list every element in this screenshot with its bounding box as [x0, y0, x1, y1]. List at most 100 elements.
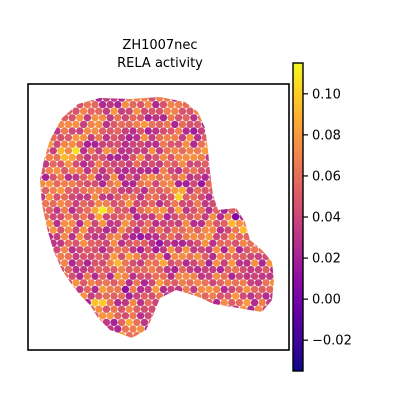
spot — [213, 299, 220, 306]
spot — [179, 253, 186, 260]
spot — [240, 160, 247, 167]
spot — [164, 292, 171, 299]
spot — [179, 306, 186, 313]
spot — [46, 207, 53, 214]
spot — [103, 108, 110, 115]
spot — [84, 207, 91, 214]
spot — [137, 167, 144, 174]
spot — [53, 207, 60, 214]
spot — [148, 306, 155, 313]
spot — [137, 312, 144, 319]
spot — [38, 167, 45, 174]
spot — [57, 306, 64, 313]
spot — [53, 127, 60, 134]
spot — [65, 94, 72, 101]
spot — [259, 101, 266, 108]
spot — [221, 220, 228, 227]
spot — [53, 154, 60, 161]
spot — [95, 134, 102, 141]
spot — [213, 141, 220, 148]
spot — [38, 220, 45, 227]
spot — [76, 273, 83, 280]
spot — [118, 332, 125, 339]
spot — [126, 266, 133, 273]
spot — [243, 299, 250, 306]
spot — [236, 259, 243, 266]
spot — [224, 332, 231, 339]
spot — [262, 174, 269, 181]
spot — [91, 180, 98, 187]
spot — [236, 352, 243, 359]
spot — [61, 246, 68, 253]
spot — [50, 187, 57, 194]
spot — [232, 319, 239, 326]
spot — [156, 253, 163, 260]
spot — [57, 108, 64, 115]
spot — [88, 200, 95, 207]
spot — [247, 319, 254, 326]
spot — [281, 246, 288, 253]
spot — [145, 101, 152, 108]
spot — [61, 325, 68, 332]
spot — [88, 319, 95, 326]
spot — [240, 200, 247, 207]
spot — [91, 352, 98, 359]
spot — [274, 193, 281, 200]
spot — [175, 180, 182, 187]
spot — [183, 114, 190, 121]
spot — [228, 246, 235, 253]
spot — [34, 187, 41, 194]
spot — [110, 108, 117, 115]
spot — [141, 226, 148, 233]
spot — [80, 94, 87, 101]
spot — [251, 339, 258, 346]
spot — [232, 306, 239, 313]
spot — [76, 325, 83, 332]
spot — [251, 114, 258, 121]
spot — [61, 207, 68, 214]
spot — [34, 121, 41, 128]
spot — [228, 167, 235, 174]
spot — [152, 299, 159, 306]
spot — [156, 292, 163, 299]
spot — [213, 273, 220, 280]
spot — [110, 174, 117, 181]
spot — [270, 147, 277, 154]
spot — [76, 180, 83, 187]
spot — [129, 101, 136, 108]
spot — [103, 200, 110, 207]
spot — [186, 306, 193, 313]
spot — [217, 108, 224, 115]
spot — [65, 253, 72, 260]
spot — [80, 266, 87, 273]
spot — [232, 147, 239, 154]
spot — [110, 266, 117, 273]
spot — [213, 154, 220, 161]
spot — [145, 259, 152, 266]
spot — [114, 220, 121, 227]
spot — [42, 187, 49, 194]
spot — [152, 127, 159, 134]
spot — [61, 154, 68, 161]
spot — [57, 279, 64, 286]
spot — [84, 114, 91, 121]
spot — [42, 319, 49, 326]
spot — [126, 94, 133, 101]
spot — [186, 226, 193, 233]
spot — [243, 352, 250, 359]
spot — [304, 207, 311, 214]
spot — [198, 220, 205, 227]
spot — [198, 273, 205, 280]
spot — [76, 352, 83, 359]
spot — [38, 246, 45, 253]
spot — [243, 180, 250, 187]
spot — [198, 325, 205, 332]
spot — [247, 306, 254, 313]
spot — [69, 246, 76, 253]
spot — [118, 319, 125, 326]
spot — [110, 240, 117, 247]
spot — [50, 134, 57, 141]
spot — [114, 312, 121, 319]
spot — [194, 147, 201, 154]
spot — [278, 292, 285, 299]
